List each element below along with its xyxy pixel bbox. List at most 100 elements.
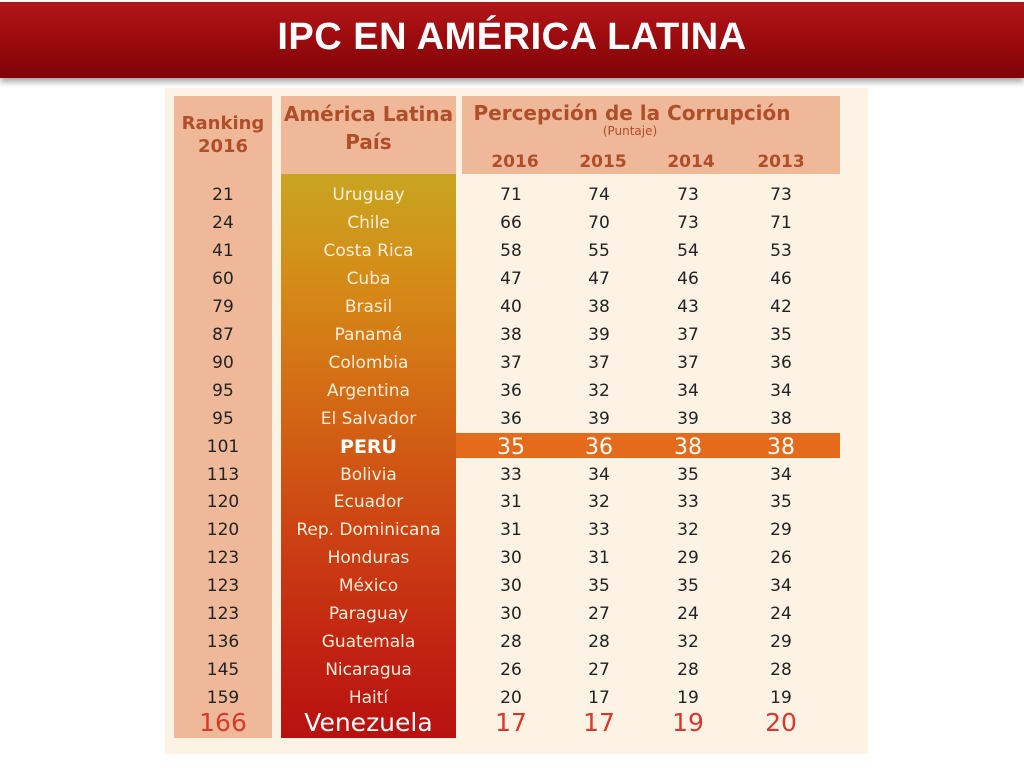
rank-cell: 21: [212, 185, 234, 205]
ranking-header: Ranking 2016: [174, 112, 272, 158]
rank-cell: 159: [206, 688, 240, 709]
score-cell: 24: [677, 604, 699, 625]
score-cell: 39: [588, 408, 610, 429]
score-cell: 35: [677, 576, 699, 597]
country-cell: PERÚ: [340, 435, 397, 458]
score-cell: 35: [770, 492, 792, 513]
score-cell: 27: [588, 604, 610, 625]
score-cell: 20: [500, 688, 522, 709]
rank-cell: 79: [212, 296, 234, 317]
score-cell: 28: [588, 632, 610, 653]
score-cell: 36: [770, 352, 792, 373]
score-cell: 47: [500, 268, 522, 289]
score-cell: 19: [770, 688, 792, 709]
score-cell: 38: [770, 408, 792, 429]
score-cell: 30: [500, 576, 522, 597]
score-cell: 47: [588, 268, 610, 289]
rank-cell: 101: [206, 436, 240, 457]
country-column: [281, 174, 456, 738]
score-cell: 36: [500, 380, 522, 401]
score-cell: 37: [500, 352, 522, 373]
year-header-2015: 2015: [579, 152, 627, 172]
country-header: América Latina País: [281, 100, 456, 156]
rank-cell: 87: [212, 324, 234, 345]
score-cell: 24: [770, 604, 792, 625]
score-cell: 17: [583, 708, 615, 737]
score-cell: 34: [588, 464, 610, 485]
score-cell: 73: [677, 185, 699, 205]
score-cell: 39: [677, 408, 699, 429]
country-cell: Nicaragua: [325, 660, 412, 681]
score-cell: 37: [677, 352, 699, 373]
rank-cell: 120: [206, 520, 240, 541]
score-cell: 30: [500, 604, 522, 625]
score-cell: 30: [500, 548, 522, 569]
score-cell: 71: [770, 212, 792, 233]
country-cell: Ecuador: [333, 492, 404, 513]
score-cell: 26: [500, 660, 522, 681]
score-cell: 42: [770, 296, 792, 317]
year-header-2016: 2016: [491, 152, 539, 172]
score-cell: 71: [500, 185, 522, 205]
score-cell: 29: [677, 548, 699, 569]
score-cell: 73: [677, 212, 699, 233]
rank-cell: 95: [212, 408, 234, 429]
score-cell: 31: [500, 492, 522, 513]
country-cell: Uruguay: [332, 185, 405, 205]
country-cell: Brasil: [344, 296, 393, 317]
score-cell: 38: [674, 434, 702, 460]
country-cell: Guatemala: [321, 632, 416, 653]
score-cell: 35: [677, 464, 699, 485]
score-cell: 73: [770, 185, 792, 205]
score-cell: 19: [672, 708, 704, 737]
score-cell: 28: [500, 632, 522, 653]
score-cell: 54: [677, 240, 699, 261]
ranking-header-line2: 2016: [197, 136, 249, 157]
score-cell: 28: [677, 660, 699, 681]
country-cell: Colombia: [328, 352, 409, 373]
country-cell: Paraguay: [328, 604, 409, 625]
score-cell: 37: [677, 324, 699, 345]
score-cell: 33: [500, 464, 522, 485]
score-cell: 28: [770, 660, 792, 681]
score-cell: 70: [588, 212, 610, 233]
score-cell: 39: [588, 324, 610, 345]
rank-cell: 123: [206, 548, 240, 569]
score-cell: 26: [770, 548, 792, 569]
score-cell: 32: [588, 380, 610, 401]
year-header-2013: 2013: [757, 152, 805, 172]
score-cell: 31: [500, 520, 522, 541]
score-cell: 17: [495, 708, 527, 737]
score-cell: 20: [765, 708, 797, 737]
country-cell: Honduras: [327, 548, 410, 569]
score-cell: 43: [677, 296, 699, 317]
score-cell: 32: [588, 492, 610, 513]
title-banner: IPC EN AMÉRICA LATINA: [0, 2, 1024, 78]
score-cell: 35: [588, 576, 610, 597]
score-cell: 46: [677, 268, 699, 289]
score-cell: 36: [585, 434, 613, 460]
rank-cell: 60: [212, 268, 234, 289]
country-cell: Argentina: [327, 380, 410, 401]
score-cell: 35: [770, 324, 792, 345]
ranking-column: [174, 174, 272, 738]
country-cell: Panamá: [334, 324, 403, 345]
score-cell: 36: [500, 408, 522, 429]
rank-cell: 145: [206, 660, 240, 681]
score-cell: 53: [770, 240, 792, 261]
rank-cell: 113: [206, 464, 240, 485]
ranking-header-cell: [174, 96, 272, 174]
score-cell: 35: [497, 434, 525, 460]
rank-cell: 136: [206, 632, 240, 653]
score-cell: 32: [677, 520, 699, 541]
score-cell: 19: [677, 688, 699, 709]
score-cell: 34: [677, 380, 699, 401]
score-cell: 38: [767, 434, 795, 460]
country-cell: Venezuela: [304, 708, 433, 737]
country-cell: Costa Rica: [323, 240, 414, 261]
rank-cell: 123: [206, 604, 240, 625]
country-header-line2: País: [345, 130, 392, 154]
rank-cell: 166: [199, 708, 247, 737]
country-cell: Cuba: [346, 268, 391, 289]
score-cell: 29: [770, 632, 792, 653]
